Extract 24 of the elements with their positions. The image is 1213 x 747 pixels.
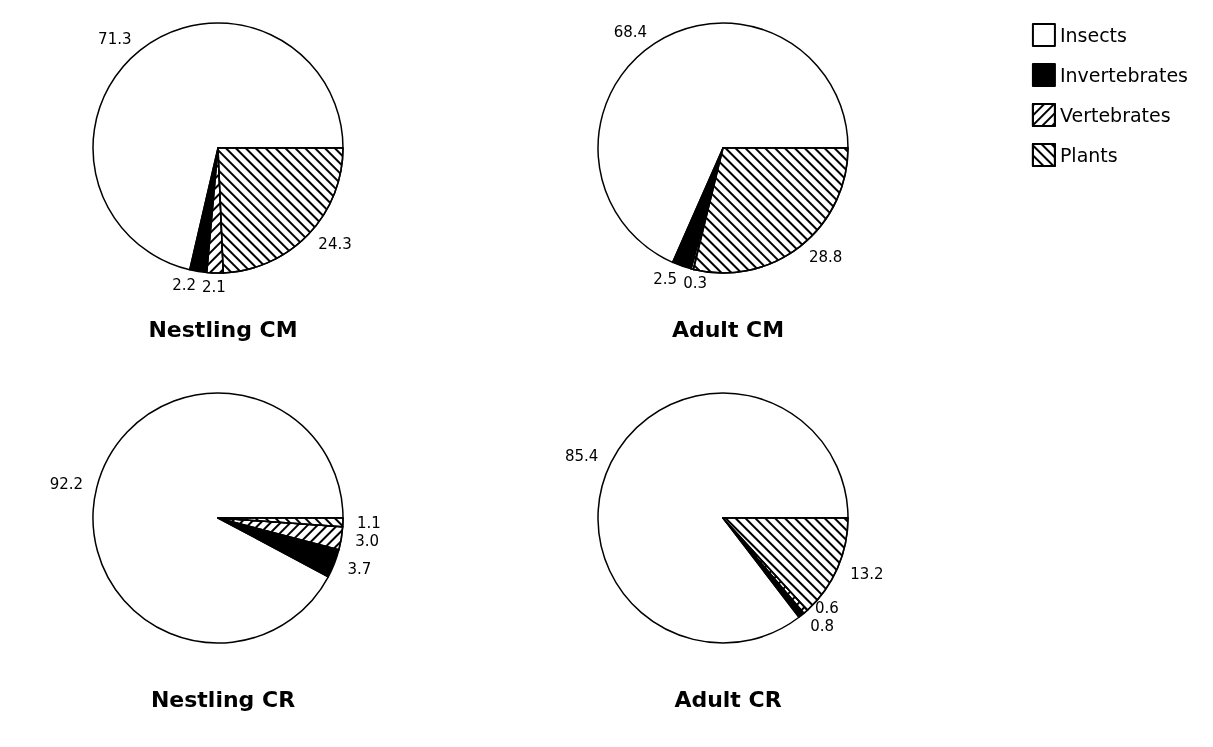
data-label: 3.7: [347, 559, 372, 578]
data-label: 68.4: [613, 22, 648, 41]
data-label: 3.0: [355, 531, 380, 550]
data-label: 28.8: [808, 248, 843, 267]
legend-label: Insects: [1059, 24, 1127, 46]
data-label: 2.2: [172, 276, 197, 295]
data-label: 85.4: [564, 447, 599, 466]
data-label: 1.1: [356, 513, 381, 532]
data-label: 0.8: [810, 617, 835, 636]
data-label: 71.3: [98, 30, 132, 49]
text: Adult CR: [674, 686, 782, 712]
text: Nestling CR: [150, 686, 296, 712]
data-label: 92.2: [49, 475, 84, 494]
legend-label: Plants: [1059, 144, 1118, 166]
data-label: 2.5: [653, 270, 678, 289]
data-label: 0.6: [814, 599, 839, 618]
data-label: 2.1: [202, 277, 226, 296]
data-label: 24.3: [318, 235, 352, 254]
legend-label: Invertebrates: [1059, 64, 1189, 86]
legend-label: Vertebrates: [1059, 104, 1171, 126]
data-label: 13.2: [850, 565, 884, 583]
text: Nestling CM: [148, 316, 298, 342]
text: Adult CM: [671, 316, 785, 342]
data-label: 0.3: [683, 273, 708, 292]
